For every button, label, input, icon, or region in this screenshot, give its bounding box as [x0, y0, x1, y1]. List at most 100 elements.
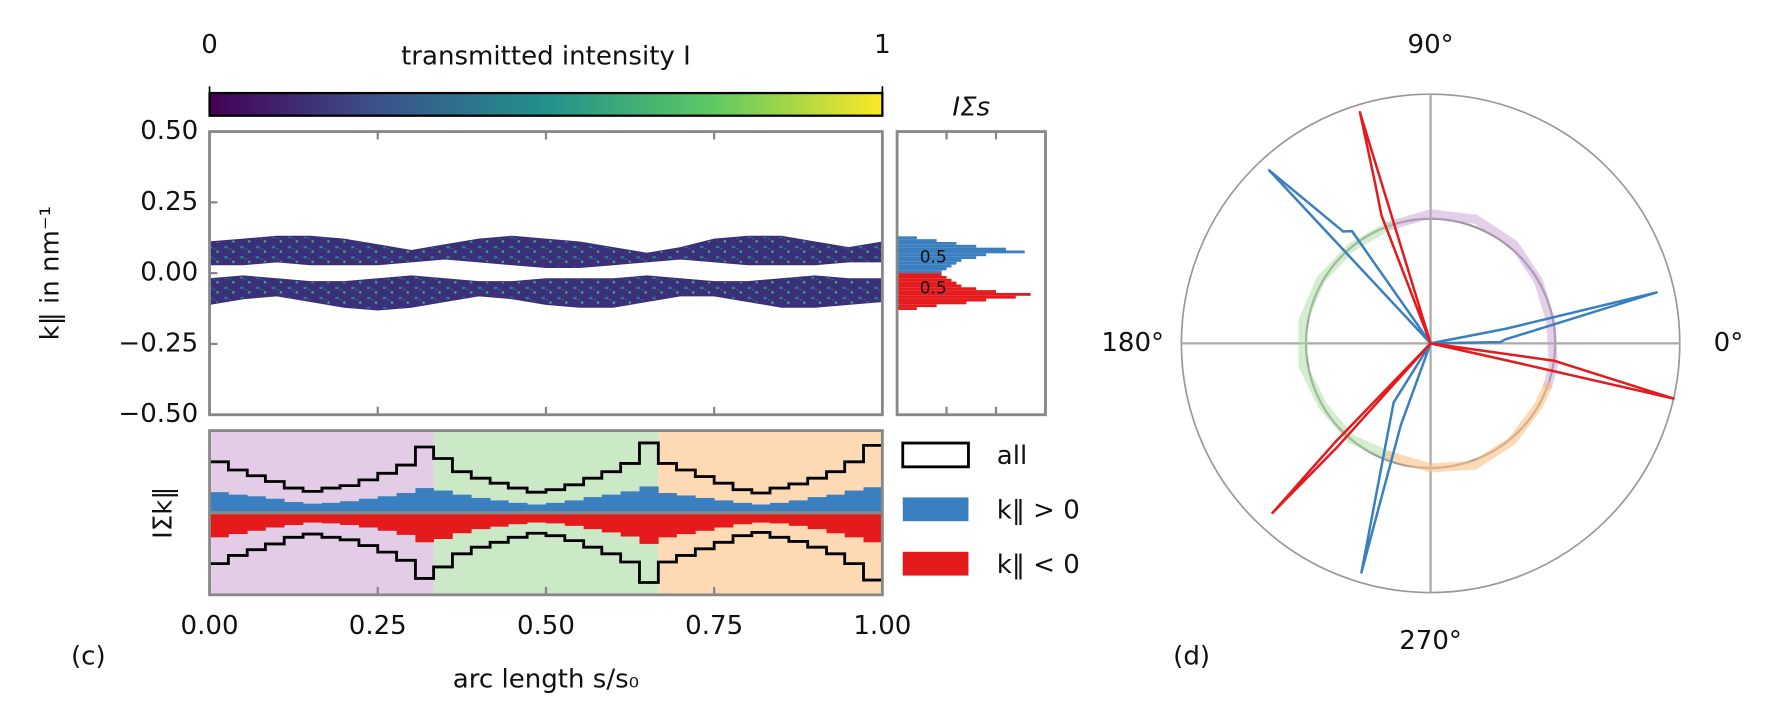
hist-bar	[508, 502, 528, 513]
hist-bar	[770, 502, 790, 513]
hist-bar	[733, 512, 753, 525]
y-axis-label: IΣk‖	[149, 487, 179, 539]
hist-bar	[897, 307, 917, 310]
hist-bar	[714, 512, 734, 528]
legend-swatch	[902, 551, 969, 576]
hist-bar	[897, 284, 962, 288]
step-outline	[209, 531, 883, 584]
hist-bar	[508, 512, 528, 525]
legend-label: k‖ < 0	[997, 550, 1080, 580]
hist-bar	[471, 497, 491, 513]
colorbar-tick-label: 0	[201, 30, 218, 60]
hist-bar	[639, 512, 659, 544]
hist-bar	[897, 298, 987, 302]
hist-bar	[583, 497, 603, 513]
hist-bar	[377, 512, 397, 531]
hist-bar	[471, 512, 491, 530]
hist-bar	[377, 496, 397, 513]
annotation: 0.5	[920, 279, 947, 299]
theta-tick-label: 270°	[1399, 626, 1462, 656]
hist-bar	[826, 494, 846, 513]
hist-bar	[863, 487, 883, 513]
hist-bar	[658, 512, 677, 538]
hist-bar	[863, 512, 883, 543]
annotation: 0.5	[920, 248, 947, 268]
hist-bar	[897, 275, 947, 279]
hist-bar	[209, 492, 229, 513]
hist-bar	[415, 512, 434, 543]
hist-bar	[601, 512, 621, 533]
hist-bar	[247, 512, 266, 531]
hist-bar	[358, 498, 379, 513]
hist-bar	[620, 491, 640, 513]
hist-bar	[897, 273, 942, 276]
legend-swatch	[901, 441, 970, 469]
hist-bar	[751, 504, 771, 513]
colorbar-tick-label: 1	[874, 30, 891, 60]
colorbar-title: transmitted intensity I	[401, 41, 691, 71]
y-tick-label: 0.00	[140, 258, 198, 288]
hist-bar	[695, 512, 715, 531]
hist-bar	[826, 512, 846, 534]
y-tick-label: −0.25	[118, 328, 198, 358]
hist-bar	[452, 494, 472, 513]
x-tick-label: 0.25	[349, 611, 407, 641]
hist-bar	[545, 512, 566, 524]
hist-bar	[228, 512, 248, 535]
hist-bar	[601, 494, 621, 513]
y-tick-label: 0.25	[140, 187, 198, 217]
hist-bar	[695, 497, 715, 513]
theta-tick-label: 90°	[1408, 30, 1454, 60]
legend-swatch	[902, 497, 969, 522]
hist-bar	[564, 512, 584, 526]
hist-bar	[897, 304, 937, 308]
hist-bar	[897, 267, 947, 271]
x-tick-label: 0.00	[181, 611, 239, 641]
polar-line	[1385, 381, 1553, 473]
hist-bar	[897, 239, 937, 243]
hist-bar	[321, 512, 341, 524]
hist-bar	[340, 512, 360, 526]
hist-bar	[897, 250, 1025, 254]
hist-bar	[433, 490, 453, 513]
y-tick-label: −0.50	[118, 399, 198, 429]
hist-bar	[527, 504, 547, 513]
hist-bar	[415, 488, 434, 513]
hist-bar	[897, 253, 987, 257]
hist-bar	[897, 290, 997, 293]
hist-bar	[897, 264, 952, 268]
hist-bar	[897, 295, 1016, 299]
hist-bar	[583, 512, 603, 530]
step-outline	[209, 441, 883, 495]
legend-label: k‖ > 0	[997, 496, 1080, 526]
hist-bar	[897, 256, 977, 259]
hist-bar	[807, 497, 827, 513]
hist-bar	[897, 270, 942, 274]
panel-frame	[895, 130, 1047, 417]
hist-bar	[358, 512, 379, 528]
hist-bar	[897, 287, 977, 291]
panel-frame	[208, 130, 884, 417]
hist-bar	[844, 512, 864, 538]
hist-bar	[733, 502, 753, 513]
hist-bar	[545, 502, 566, 513]
panel-label: (c)	[71, 642, 106, 672]
hist-bar	[844, 490, 864, 513]
panel-label: (d)	[1173, 642, 1210, 672]
hist-bar	[396, 512, 416, 535]
intensity-band	[208, 275, 883, 311]
hist-bar	[303, 512, 323, 523]
theta-tick-label: 180°	[1101, 328, 1164, 358]
y-axis-label: k‖ in nm⁻¹	[35, 206, 65, 340]
hist-bar	[209, 512, 229, 538]
hist-bar	[639, 486, 659, 513]
hist-bar	[265, 512, 285, 528]
hist-bar	[527, 512, 547, 523]
theta-tick-label: 0°	[1714, 328, 1744, 358]
polar-line	[1298, 221, 1395, 461]
hist-bar	[897, 281, 957, 285]
hist-bar	[897, 261, 957, 265]
x-tick-label: 1.00	[853, 611, 911, 641]
hist-bar	[433, 512, 453, 539]
hist-bar	[676, 512, 696, 535]
